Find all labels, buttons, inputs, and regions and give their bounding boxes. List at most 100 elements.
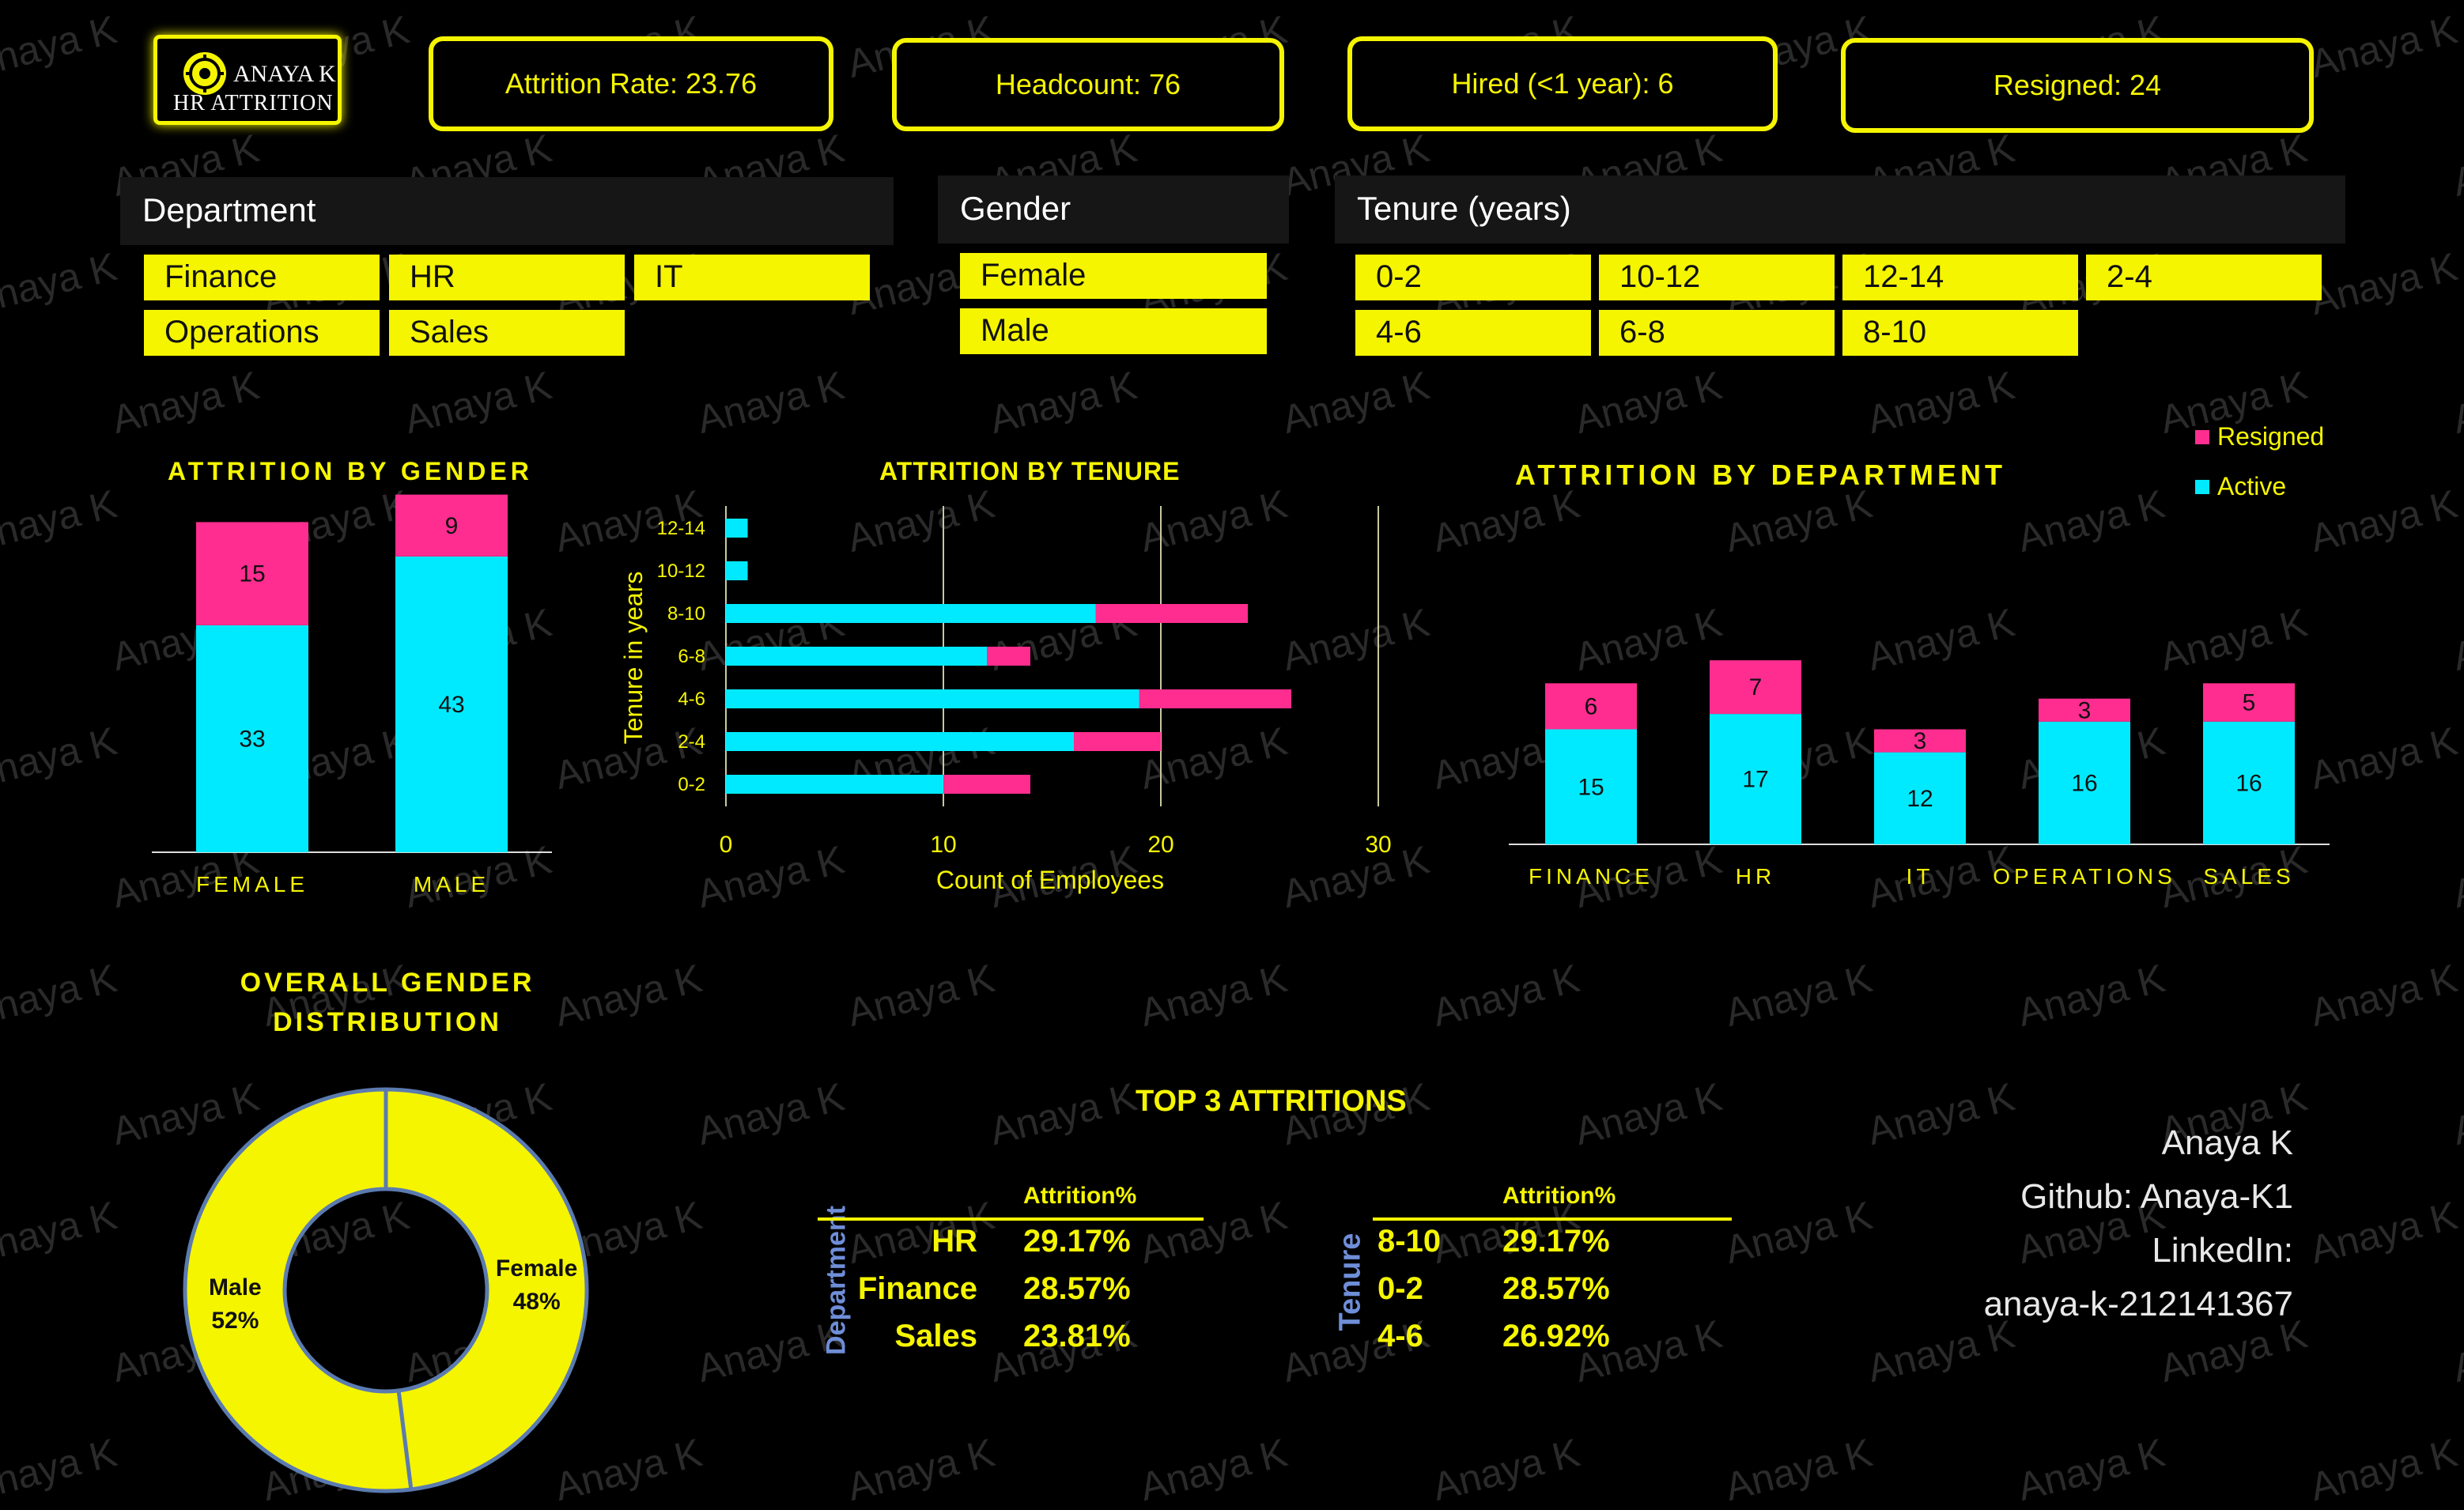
tenure-x-tick-label: 10 xyxy=(930,832,956,858)
legend-swatch-active xyxy=(2195,479,2209,494)
logo-subtitle: HR ATTRITION xyxy=(173,91,334,115)
department-bar-resigned xyxy=(1874,729,1966,753)
kpi-headcount-text: Headcount: 76 xyxy=(995,68,1181,100)
gender-bar-label-resigned: 9 xyxy=(445,513,459,539)
slicer-item-operations[interactable]: Operations xyxy=(144,310,380,356)
department-chart-title: ATTRITION BY DEPARTMENT xyxy=(1515,459,2006,491)
department-bar-active xyxy=(1710,714,1801,844)
kpi-hired-text: Hired (<1 year): 6 xyxy=(1451,67,1674,100)
legend-item-resigned: Resigned xyxy=(2195,422,2324,451)
department-bar-resigned xyxy=(2203,683,2295,722)
tenure-slicer: Tenure (years) xyxy=(1335,176,2345,243)
tenure-y-tick-label: 12-14 xyxy=(657,518,705,539)
tenure-y-tick-label: 2-4 xyxy=(678,731,705,753)
department-bar-label-resigned: 7 xyxy=(1749,674,1763,700)
department-bar-label-resigned: 6 xyxy=(1585,693,1598,719)
kpi-attrition-rate-text: Attrition Rate: 23.76 xyxy=(505,67,758,100)
department-category-label: SALES xyxy=(2203,864,2294,889)
slicer-item-tenure-6-8[interactable]: 6-8 xyxy=(1599,310,1835,356)
credit-linkedin-handle: anaya-k-212141367 xyxy=(1983,1285,2293,1323)
slicer-item-female[interactable]: Female xyxy=(960,253,1267,299)
tenure-y-axis-label: Tenure in years xyxy=(619,572,648,745)
department-row-label: HR xyxy=(932,1224,977,1259)
department-bar-label-active: 17 xyxy=(1742,767,1768,793)
department-header-rule xyxy=(818,1217,1204,1221)
department-bar-active xyxy=(1545,729,1637,844)
slicer-item-it[interactable]: IT xyxy=(634,255,870,300)
slicer-item-tenure-10-12[interactable]: 10-12 xyxy=(1599,255,1835,300)
tenure-row-header: Tenure xyxy=(1333,1233,1367,1331)
gender-bar-resigned xyxy=(395,494,508,557)
gender-bar-resigned xyxy=(196,522,308,625)
logo: ANAYA K HR ATTRITION xyxy=(153,35,342,125)
tenure-bar-resigned xyxy=(987,647,1030,666)
legend-label-resigned: Resigned xyxy=(2217,422,2325,451)
donut-slice-male xyxy=(183,1087,414,1493)
tenure-bar-active xyxy=(726,604,1096,623)
department-row-value: 28.57% xyxy=(1023,1271,1131,1306)
gender-slicer-title: Gender xyxy=(960,190,1071,227)
gender-bar-label-active: 43 xyxy=(438,692,464,718)
donut-label-female: Female xyxy=(496,1255,577,1282)
department-bar-resigned xyxy=(1710,660,1801,715)
donut-value-female: 48% xyxy=(513,1289,561,1315)
tenure-row-value: 26.92% xyxy=(1502,1319,1610,1353)
tenure-row-label: 0-2 xyxy=(1377,1271,1423,1306)
gender-category-label: MALE xyxy=(414,872,489,897)
credit-github: Github: Anaya-K1 xyxy=(2020,1177,2293,1216)
kpi-attrition-rate: Attrition Rate: 23.76 xyxy=(429,36,833,131)
donut-chart-title: OVERALL GENDER DISTRIBUTION xyxy=(182,963,593,1042)
slicer-item-tenure-8-10[interactable]: 8-10 xyxy=(1842,310,2078,356)
legend-item-active: Active xyxy=(2195,472,2324,501)
kpi-resigned-text: Resigned: 24 xyxy=(1993,69,2162,101)
kpi-headcount: Headcount: 76 xyxy=(892,38,1284,131)
slicer-item-tenure-4-6[interactable]: 4-6 xyxy=(1355,310,1591,356)
department-bar-resigned xyxy=(2039,698,2130,722)
tenure-bar-active xyxy=(726,519,748,538)
tenure-slicer-title: Tenure (years) xyxy=(1357,190,1571,227)
legend-swatch-resigned xyxy=(2195,429,2209,444)
donut-label-male: Male xyxy=(209,1274,262,1300)
slicer-item-sales[interactable]: Sales xyxy=(389,310,625,356)
slicer-item-tenure-12-14[interactable]: 12-14 xyxy=(1842,255,2078,300)
tenure-bar-resigned xyxy=(943,775,1030,794)
tenure-bar-active xyxy=(726,647,987,666)
department-bar-label-active: 12 xyxy=(1907,786,1933,812)
logo-title: ANAYA K xyxy=(233,61,336,87)
slicer-item-tenure-2-4[interactable]: 2-4 xyxy=(2086,255,2322,300)
department-bar-active xyxy=(1874,752,1966,844)
tenure-row-value: 28.57% xyxy=(1502,1271,1610,1306)
tenure-bar-active xyxy=(726,689,1139,708)
department-bar-label-resigned: 5 xyxy=(2243,690,2256,716)
gender-bar-label-resigned: 15 xyxy=(239,561,265,587)
tenure-row-label: 4-6 xyxy=(1377,1319,1423,1353)
gear-emblem-icon xyxy=(181,50,229,101)
tenure-col-header: Attrition% xyxy=(1502,1183,1616,1209)
gender-chart-title: ATTRITION BY GENDER xyxy=(168,457,533,485)
department-bar-label-active: 16 xyxy=(2235,770,2262,796)
tenure-bar-active xyxy=(726,775,943,794)
slicer-item-tenure-0-2[interactable]: 0-2 xyxy=(1355,255,1591,300)
department-bar-resigned xyxy=(1545,683,1637,730)
donut-value-male: 52% xyxy=(211,1308,259,1334)
top-attritions-title: TOP 3 ATTRITIONS xyxy=(1136,1085,1407,1118)
department-bar-label-active: 16 xyxy=(2071,770,2097,796)
credit-linkedin-label: LinkedIn: xyxy=(2152,1231,2293,1270)
department-bar-label-resigned: 3 xyxy=(1914,728,1927,754)
slicer-item-hr[interactable]: HR xyxy=(389,255,625,300)
credit-name: Anaya K xyxy=(2161,1123,2293,1162)
top-department-table: Department Attrition% HR 29.17% Finance 28.… xyxy=(775,1178,1218,1368)
department-row-value: 29.17% xyxy=(1023,1224,1131,1259)
slicer-item-finance[interactable]: Finance xyxy=(144,255,380,300)
tenure-bar-resigned xyxy=(1095,604,1248,623)
department-row-label: Finance xyxy=(857,1271,977,1306)
slicer-item-male[interactable]: Male xyxy=(960,308,1267,354)
kpi-hired: Hired (<1 year): 6 xyxy=(1347,36,1778,131)
department-category-label: FINANCE xyxy=(1529,864,1653,889)
tenure-bar-active xyxy=(726,732,1074,751)
department-row-header: Department xyxy=(821,1206,852,1355)
department-bar-label-resigned: 3 xyxy=(2078,697,2092,723)
tenure-bar-resigned xyxy=(1139,689,1291,708)
department-category-label: OPERATIONS xyxy=(1993,864,2176,889)
